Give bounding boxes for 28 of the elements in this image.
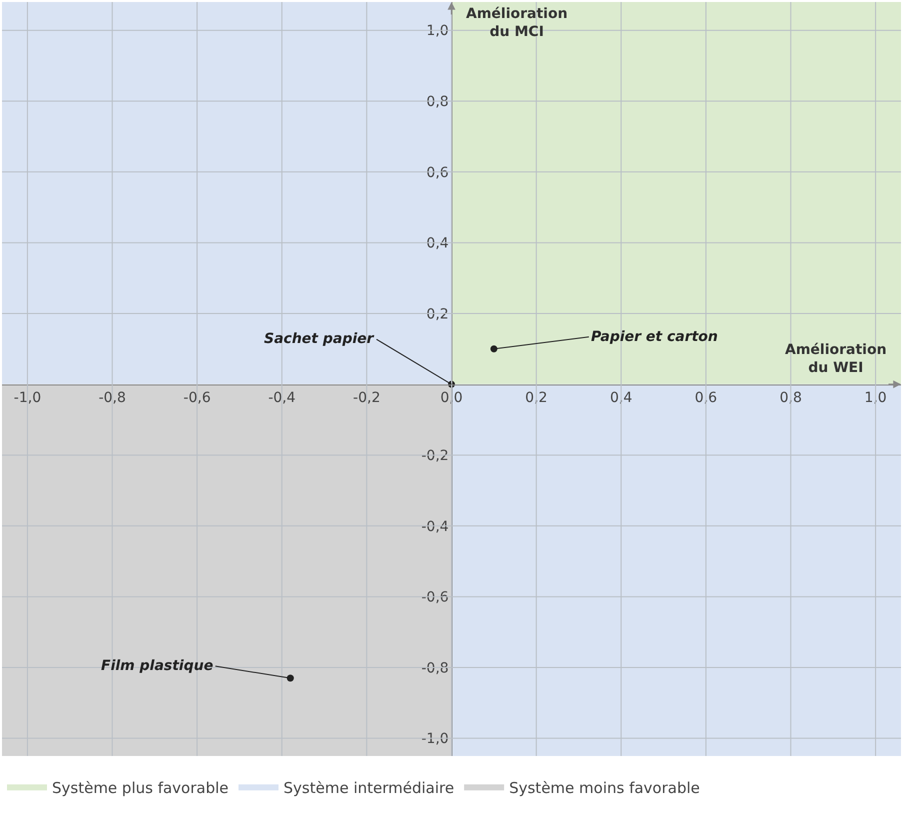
y-tick-label: -0,6 [421, 590, 449, 606]
annotation: Papier et carton [591, 329, 718, 345]
x-tick-label: -0,2 [353, 390, 380, 406]
annotation: Film plastique [101, 658, 214, 674]
x-tick-label: 1,0 [864, 390, 887, 406]
x-tick-label: -1,0 [14, 390, 42, 406]
x-tick-label: -0,4 [268, 390, 296, 406]
annotation: Sachet papier [264, 331, 375, 347]
x-tick-label: -0,6 [183, 390, 211, 406]
y-tick-label: -0,2 [421, 448, 449, 464]
y-tick-label: 0,4 [426, 236, 449, 252]
x-tick-label: 0,4 [610, 390, 632, 406]
y-axis-title: Amélioration du MCI [466, 6, 568, 40]
y-tick-label: -1,0 [421, 731, 449, 748]
y-tick-label: 0,8 [426, 94, 449, 110]
legend-label: Système plus favorable [52, 779, 229, 798]
y-tick-label: 0,6 [426, 164, 449, 181]
x-tick-label: 0,0 [440, 390, 463, 406]
x-tick-label: -0,8 [98, 390, 126, 406]
y-tick-label: -0,4 [421, 518, 449, 535]
x-tick-label: 0,6 [694, 390, 718, 406]
x-tick-label: 0,8 [780, 390, 802, 406]
x-tick-label: 0,2 [525, 390, 548, 406]
legend-label: Système intermédiaire [284, 779, 454, 798]
legend-label: Système moins favorable [509, 779, 700, 798]
x-axis-title: Amélioration du WEI [785, 342, 887, 376]
y-tick-label: 1,0 [426, 23, 449, 40]
point [490, 345, 498, 352]
